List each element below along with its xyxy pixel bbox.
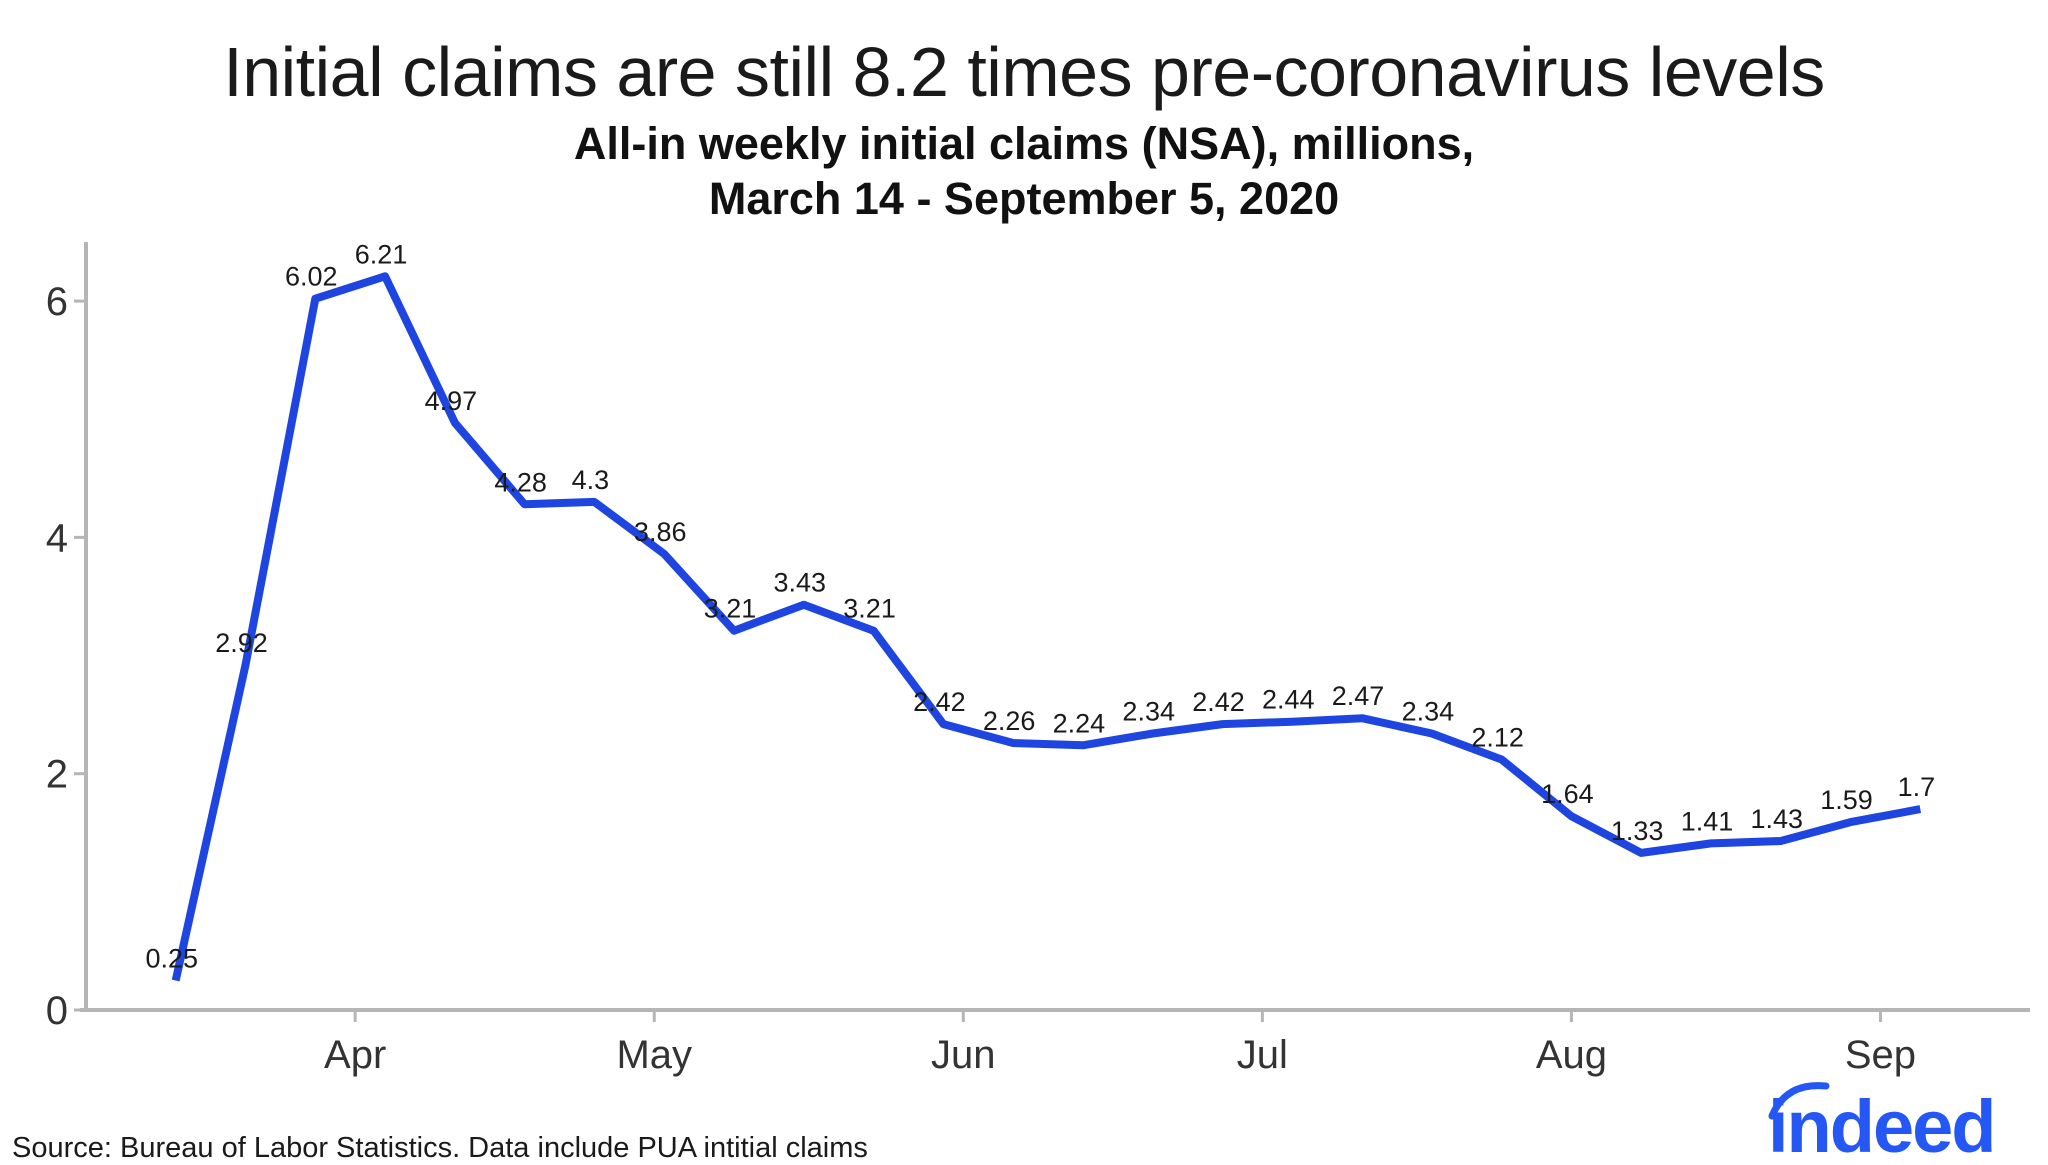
chart-subtitle-line-1: All-in weekly initial claims (NSA), mill… [573, 118, 1475, 169]
data-label: 2.44 [1262, 685, 1315, 715]
data-label: 4.97 [425, 386, 478, 416]
data-label: 1.59 [1820, 785, 1873, 815]
data-label: 3.43 [774, 568, 827, 598]
x-tick-label: Jun [931, 1033, 996, 1077]
data-label: 1.33 [1611, 816, 1664, 846]
data-label: 3.21 [704, 594, 757, 624]
y-tick-label: 2 [46, 753, 68, 797]
data-label: 2.24 [1053, 708, 1106, 738]
series-line [171, 272, 1922, 982]
y-tick-label: 6 [46, 280, 68, 324]
axes: 0 2 4 6 Apr May Jun Jul Aug Sep [46, 242, 2030, 1077]
y-tick-label: 4 [46, 516, 68, 560]
data-label: 6.21 [355, 239, 408, 269]
source-note: Source: Bureau of Labor Statistics. Data… [12, 1132, 868, 1164]
data-label: 3.86 [634, 517, 687, 547]
chart-subtitle-line-2: March 14 - September 5, 2020 [708, 173, 1340, 224]
data-label: 2.47 [1332, 681, 1385, 711]
data-label: 2.42 [1192, 687, 1245, 717]
data-label: 3.21 [843, 594, 896, 624]
data-label: 1.43 [1750, 804, 1803, 834]
data-label: 1.7 [1898, 772, 1936, 802]
x-tick-label: Apr [324, 1033, 386, 1077]
data-label: 1.41 [1681, 806, 1734, 836]
data-label: 0.25 [145, 943, 198, 973]
data-label: 6.02 [285, 262, 338, 292]
data-label: 2.34 [1402, 697, 1455, 727]
data-label: 2.12 [1471, 723, 1524, 753]
chart-title: Initial claims are still 8.2 times pre-c… [223, 33, 1825, 111]
x-tick-label: May [616, 1033, 692, 1077]
indeed-logo-wordmark: indeed [1768, 1085, 1994, 1160]
data-label: 4.3 [572, 465, 610, 495]
data-label: 2.42 [913, 687, 966, 717]
data-label: 1.64 [1541, 779, 1594, 809]
data-label: 2.26 [983, 706, 1036, 736]
x-tick-label: Jul [1237, 1033, 1288, 1077]
y-tick-label: 0 [46, 989, 68, 1033]
x-tick-label: Aug [1536, 1033, 1607, 1077]
data-labels: 0.25 2.92 6.02 6.21 4.97 4.28 4.3 3.86 3.21 3.43 3… [145, 239, 1935, 973]
data-label: 2.92 [215, 628, 268, 658]
data-label: 4.28 [494, 467, 547, 497]
x-tick-label: Sep [1845, 1033, 1916, 1077]
data-label: 2.34 [1122, 697, 1175, 727]
indeed-logo-arc [1768, 1082, 1830, 1120]
indeed-logo: indeed [1768, 1082, 1996, 1160]
